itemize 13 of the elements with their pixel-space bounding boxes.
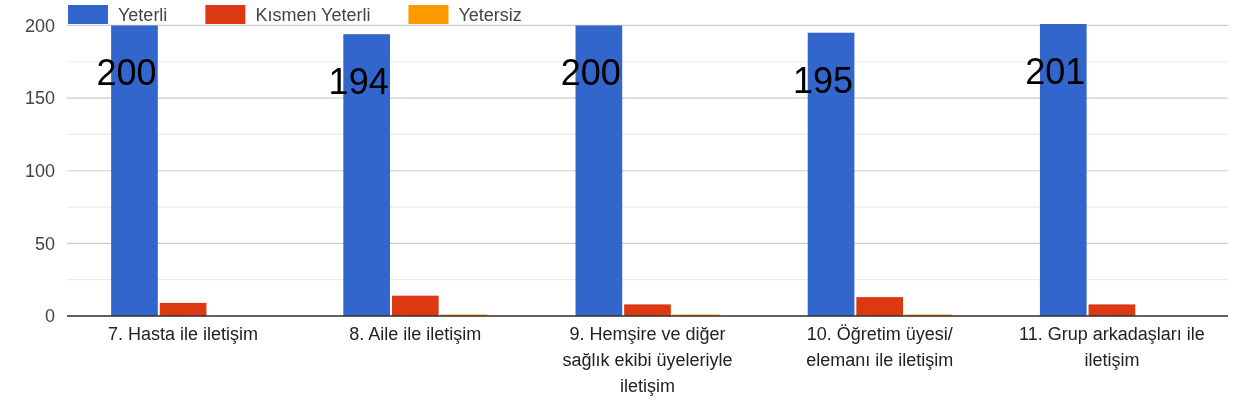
y-tick-label: 0 [44,306,55,327]
legend-label: Yeterli [118,5,168,25]
legend-label: Yetersiz [458,5,522,25]
y-tick-label: 50 [34,233,55,254]
x-tick-label: 10. Öğretim üyesi/ elemanı ile iletişim [806,324,954,370]
y-tick-label: 150 [24,88,55,109]
x-tick-label: 8. Aile ile iletişim [349,324,482,344]
y-tick-label: 200 [24,15,55,36]
x-tick-label: 9. Hemşire ve diğer sağlık ekibi üyeleriyle iletişim [562,324,733,396]
y-tick-label: 100 [24,160,55,181]
x-tick-label: 11. Grup arkadaşları ile iletişim [1019,324,1205,370]
x-tick-label: 7. Hasta ile iletişim [108,324,259,344]
legend-label: Kısmen Yeterli [255,5,371,25]
